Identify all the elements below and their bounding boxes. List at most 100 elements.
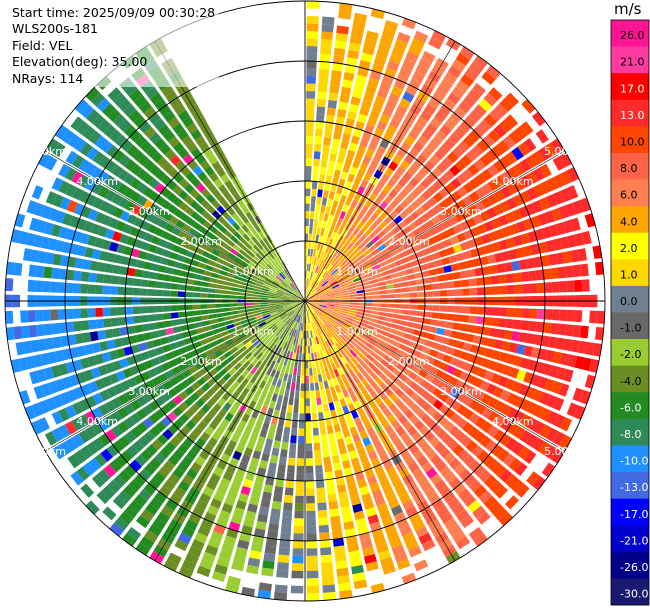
gate-cell xyxy=(447,65,462,79)
gate-cell xyxy=(231,561,245,572)
gate-cell xyxy=(172,448,185,461)
gate-cell xyxy=(255,252,263,261)
range-label: 5.00km xyxy=(24,145,66,158)
gate-cell xyxy=(443,329,453,337)
gate-cell xyxy=(307,248,311,257)
gate-cell xyxy=(357,67,369,77)
gate-cell xyxy=(253,309,262,314)
gate-cell xyxy=(428,349,439,358)
gate-cell xyxy=(337,318,346,324)
gate-cell xyxy=(363,331,372,339)
gate-cell xyxy=(165,266,174,275)
gate-cell xyxy=(186,278,195,285)
gate-cell xyxy=(313,257,317,265)
gate-cell xyxy=(307,287,312,295)
gate-cell xyxy=(310,305,317,312)
gate-cell xyxy=(112,149,125,163)
gate-cell xyxy=(552,351,563,364)
gate-cell xyxy=(332,377,339,386)
gate-cell xyxy=(240,335,249,342)
gate-cell xyxy=(120,449,133,463)
gate-cell xyxy=(283,293,291,297)
gate-cell xyxy=(439,465,452,478)
gate-cell xyxy=(372,303,380,307)
gate-cell xyxy=(321,315,329,322)
gate-cell xyxy=(140,351,151,361)
gate-cell xyxy=(215,294,223,299)
gate-cell xyxy=(506,392,518,405)
gate-cell xyxy=(51,410,64,425)
gate-cell xyxy=(35,280,44,293)
gate-cell xyxy=(211,199,221,210)
gate-cell xyxy=(258,260,267,268)
gate-cell xyxy=(206,387,216,398)
gate-cell xyxy=(483,113,498,128)
ray xyxy=(305,301,385,594)
gate-cell xyxy=(250,258,259,266)
gate-cell xyxy=(215,284,224,290)
gate-cell xyxy=(72,401,84,415)
gate-cell xyxy=(376,503,389,514)
gate-cell xyxy=(126,267,136,277)
gate-cell xyxy=(357,296,365,300)
gate-cell xyxy=(120,210,131,222)
gate-cell xyxy=(226,239,236,248)
gate-cell xyxy=(322,144,330,153)
gate-cell xyxy=(382,106,394,118)
gate-cell xyxy=(211,234,221,244)
gate-cell xyxy=(305,428,312,436)
gate-cell xyxy=(297,301,305,304)
gate-cell xyxy=(362,316,371,321)
gate-cell xyxy=(339,245,347,254)
ray xyxy=(31,185,305,301)
gate-cell xyxy=(362,281,371,286)
gate-cell xyxy=(339,398,347,408)
gate-cell xyxy=(253,349,261,358)
gate-cell xyxy=(216,556,230,568)
gate-cell xyxy=(431,283,440,290)
gate-cell xyxy=(305,241,308,249)
gate-cell xyxy=(120,380,131,392)
gate-cell xyxy=(295,383,300,391)
gate-cell xyxy=(385,99,397,111)
gate-cell xyxy=(462,135,476,148)
gate-cell xyxy=(155,281,164,289)
gate-cell xyxy=(327,275,334,282)
gate-cell xyxy=(98,403,110,417)
gate-cell xyxy=(269,310,277,314)
gate-cell xyxy=(164,441,177,453)
gate-cell xyxy=(317,335,322,344)
gate-cell xyxy=(130,248,141,258)
gate-cell xyxy=(404,135,416,147)
gate-cell xyxy=(577,340,588,354)
gate-cell xyxy=(470,226,481,237)
gate-cell xyxy=(484,243,494,254)
gate-cell xyxy=(465,333,475,343)
gate-cell xyxy=(353,81,365,92)
gate-cell xyxy=(235,353,244,362)
gate-cell xyxy=(210,272,219,279)
gate-cell xyxy=(429,154,441,166)
gate-cell xyxy=(186,375,196,385)
gate-cell xyxy=(468,130,481,143)
gate-cell xyxy=(248,416,257,426)
gate-cell xyxy=(520,174,532,188)
gate-cell xyxy=(441,372,452,383)
gate-cell xyxy=(432,234,442,243)
gate-cell xyxy=(417,337,427,345)
gate-cell xyxy=(420,413,432,424)
gate-cell xyxy=(420,178,432,189)
gate-cell xyxy=(282,299,291,301)
gate-cell xyxy=(291,328,296,337)
gate-cell xyxy=(155,421,167,433)
ray xyxy=(257,301,305,599)
gate-cell xyxy=(390,86,403,97)
gate-cell xyxy=(240,260,249,267)
gate-cell xyxy=(275,478,285,488)
gate-cell xyxy=(537,213,548,226)
gate-cell xyxy=(227,575,241,587)
gate-cell xyxy=(238,461,248,471)
gate-cell xyxy=(499,119,513,133)
gate-cell xyxy=(185,304,193,311)
gate-cell xyxy=(154,452,167,465)
